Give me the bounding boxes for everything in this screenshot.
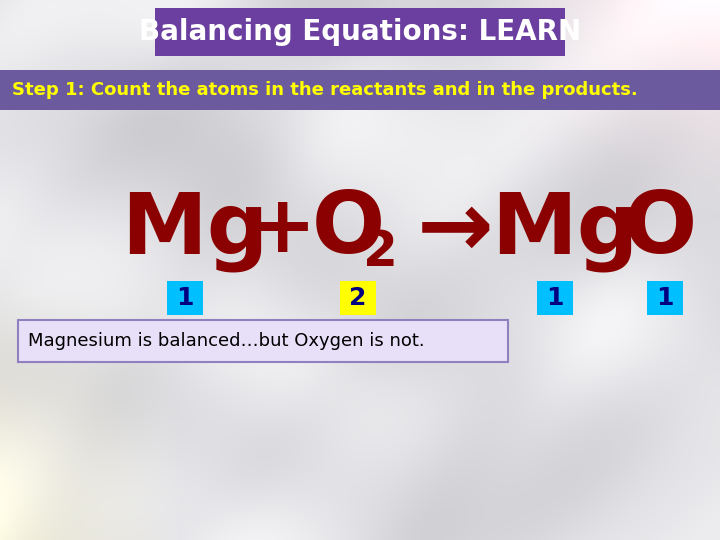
Text: O: O — [311, 188, 384, 272]
FancyBboxPatch shape — [537, 281, 573, 315]
Text: 2: 2 — [349, 286, 366, 310]
Text: Balancing Equations: LEARN: Balancing Equations: LEARN — [139, 18, 581, 46]
FancyBboxPatch shape — [340, 281, 376, 315]
Text: Mg: Mg — [491, 188, 639, 272]
Text: 1: 1 — [546, 286, 564, 310]
Text: Step 1: Count the atoms in the reactants and in the products.: Step 1: Count the atoms in the reactants… — [12, 81, 638, 99]
FancyBboxPatch shape — [647, 281, 683, 315]
Text: 2: 2 — [363, 228, 397, 276]
Text: O: O — [624, 188, 697, 272]
FancyBboxPatch shape — [155, 8, 565, 56]
Text: 1: 1 — [176, 286, 194, 310]
Text: 1: 1 — [656, 286, 674, 310]
Text: →: → — [417, 185, 493, 275]
Text: +: + — [248, 191, 315, 269]
FancyBboxPatch shape — [167, 281, 203, 315]
Text: Mg: Mg — [121, 188, 269, 272]
FancyBboxPatch shape — [18, 320, 508, 362]
Text: Magnesium is balanced…but Oxygen is not.: Magnesium is balanced…but Oxygen is not. — [28, 332, 425, 350]
FancyBboxPatch shape — [0, 70, 720, 110]
